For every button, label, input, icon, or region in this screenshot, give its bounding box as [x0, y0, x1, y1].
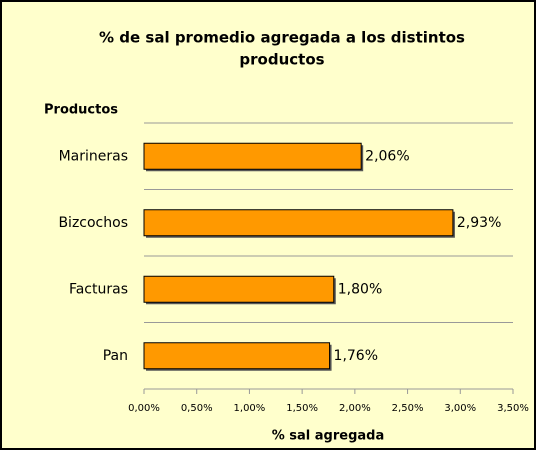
x-tick-label: 2,50% [392, 403, 424, 414]
value-label: 1,80% [338, 281, 382, 297]
x-tick-label: 3,00% [444, 403, 476, 414]
chart-title: % de sal promedio agregada a los distint… [99, 29, 465, 47]
x-tick-label: 1,50% [286, 403, 318, 414]
x-tick-label: 2,00% [339, 403, 371, 414]
chart-title: productos [239, 51, 324, 69]
x-tick-label: 1,00% [234, 403, 266, 414]
x-axis-title: % sal agregada [272, 429, 385, 444]
y-axis-title: Productos [44, 103, 118, 118]
y-tick-label: Pan [103, 348, 128, 364]
value-label: 2,06% [365, 148, 409, 164]
bar [143, 342, 331, 370]
value-label: 2,93% [457, 215, 501, 231]
y-tick-label: Facturas [69, 281, 128, 297]
bar [143, 275, 335, 303]
bar [143, 142, 362, 170]
y-tick-label: Bizcochos [58, 215, 128, 231]
x-tick-label: 0,00% [128, 403, 160, 414]
value-label: 1,76% [334, 348, 378, 364]
y-tick-label: Marineras [59, 148, 128, 164]
x-tick-label: 0,50% [181, 403, 213, 414]
x-tick-label: 3,50% [497, 403, 529, 414]
bar [143, 209, 454, 237]
